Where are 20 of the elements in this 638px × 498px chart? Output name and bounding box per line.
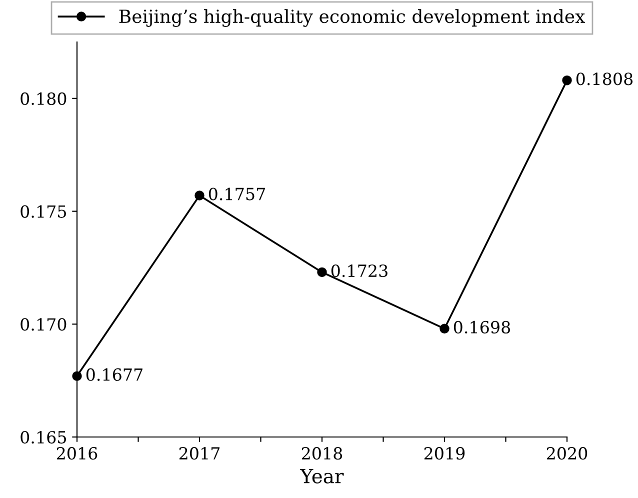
y-tick-label: 0.175	[20, 205, 66, 218]
data-label: 0.1677	[86, 368, 142, 381]
data-label: 0.1698	[454, 320, 510, 334]
point	[194, 190, 204, 200]
data-label: 0.1723	[331, 264, 388, 278]
point	[440, 324, 450, 334]
point	[317, 267, 327, 278]
x-tick-label: 2017	[179, 447, 220, 460]
y-tick-label: 0.180	[20, 92, 66, 105]
y-tick-label: 0.165	[20, 430, 66, 444]
x-tick-label: 2019	[424, 447, 465, 460]
x-tick-label: 2020	[546, 447, 588, 460]
x-axis-title: Year	[300, 469, 344, 484]
data-label: 0.1757	[208, 188, 265, 200]
x-tick-label: 2016	[56, 447, 98, 460]
point	[562, 76, 572, 86]
legend-label: Beijing’s high-quality economic development index	[119, 9, 586, 27]
data-label: 0.1808	[576, 72, 633, 86]
x-tick-label: 2018	[302, 447, 342, 460]
y-tick-label: 0.170	[20, 318, 66, 331]
